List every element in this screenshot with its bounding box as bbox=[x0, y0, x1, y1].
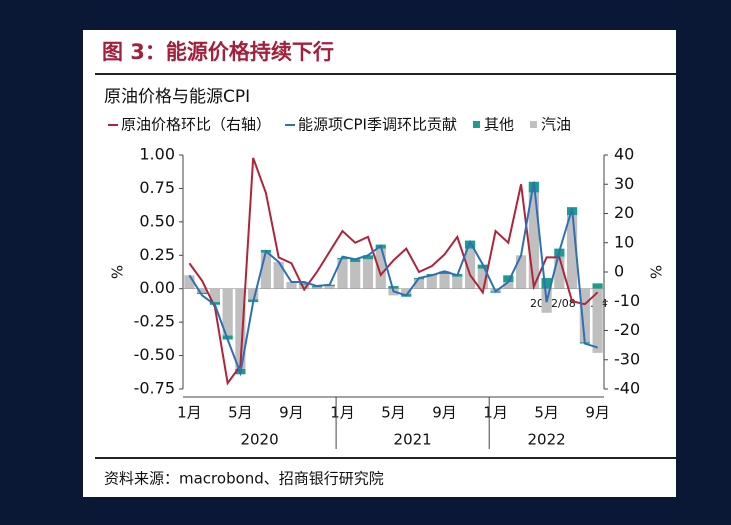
x-group-label: 2021 bbox=[394, 431, 432, 449]
bar bbox=[452, 276, 463, 289]
legend-label: 能源项CPI季调环比贡献 bbox=[298, 116, 457, 134]
bar bbox=[541, 278, 552, 289]
y-tick-label: 1.00 bbox=[139, 145, 175, 164]
line bbox=[188, 181, 598, 377]
bar bbox=[286, 282, 297, 289]
y2-tick-label: -10 bbox=[614, 291, 640, 310]
y-axis-label: % bbox=[108, 265, 126, 279]
x-tick-label: 9月 bbox=[432, 404, 457, 422]
subtitle: 原油价格与能源CPI bbox=[104, 87, 250, 107]
bar bbox=[528, 192, 539, 289]
bar bbox=[515, 255, 527, 289]
bar bbox=[311, 287, 323, 289]
legend-swatch bbox=[529, 121, 537, 128]
legend-swatch bbox=[472, 121, 480, 128]
y2-tick-label: 0 bbox=[614, 262, 624, 281]
legend-label: 汽油 bbox=[541, 116, 571, 134]
bar bbox=[248, 288, 259, 300]
bar bbox=[362, 259, 374, 289]
bar bbox=[350, 261, 361, 289]
bar bbox=[592, 288, 603, 353]
x-tick-label: 9月 bbox=[585, 404, 610, 422]
bar bbox=[235, 288, 246, 369]
y-tick-label: 0.25 bbox=[139, 245, 175, 264]
y2-tick-label: 30 bbox=[614, 174, 634, 193]
legend-label: 其他 bbox=[484, 116, 514, 134]
y2-tick-label: 20 bbox=[614, 203, 634, 222]
y-tick-label: -0.25 bbox=[134, 312, 175, 331]
bar bbox=[503, 275, 514, 283]
x-group-label: 2020 bbox=[240, 431, 278, 449]
bar bbox=[362, 255, 374, 260]
bar bbox=[209, 302, 220, 305]
bar bbox=[401, 288, 412, 295]
x-group-label: 2022 bbox=[527, 431, 565, 449]
y2-tick-label: -30 bbox=[614, 349, 640, 368]
y-tick-label: 0.75 bbox=[139, 178, 175, 197]
bar bbox=[209, 288, 220, 303]
bar bbox=[324, 286, 335, 289]
bar bbox=[439, 274, 450, 289]
y2-tick-label: 40 bbox=[614, 145, 634, 164]
bar bbox=[554, 256, 565, 289]
legend-label: 原油价格环比（右轴） bbox=[121, 116, 271, 134]
bar bbox=[299, 283, 310, 285]
x-tick-label: 1月 bbox=[483, 404, 508, 422]
x-tick-label: 5月 bbox=[381, 404, 406, 422]
source: 资料来源：macrobond、招商银行研究院 bbox=[104, 470, 384, 488]
bar bbox=[260, 252, 272, 289]
x-tick-label: 1月 bbox=[177, 404, 202, 422]
bar bbox=[197, 292, 208, 295]
bar bbox=[350, 259, 361, 262]
bar bbox=[567, 215, 578, 289]
bar bbox=[375, 248, 386, 289]
bar bbox=[439, 271, 450, 275]
y2-axis-label: % bbox=[647, 265, 665, 279]
bar bbox=[503, 282, 514, 289]
line bbox=[188, 157, 599, 386]
bar bbox=[579, 288, 590, 343]
bar bbox=[184, 275, 195, 289]
y2-tick-label: 10 bbox=[614, 232, 634, 251]
bar bbox=[197, 288, 208, 293]
bar bbox=[464, 248, 476, 289]
y-tick-label: -0.75 bbox=[134, 379, 175, 398]
y2-tick-label: -40 bbox=[614, 379, 640, 398]
bar bbox=[388, 286, 399, 289]
bar bbox=[592, 283, 603, 289]
bar bbox=[477, 268, 488, 289]
chart-title: 图 3：能源价格持续下行 bbox=[102, 40, 334, 64]
y-tick-label: -0.50 bbox=[134, 345, 175, 364]
bar bbox=[273, 261, 284, 289]
x-tick-label: 5月 bbox=[534, 404, 559, 422]
bar bbox=[413, 279, 425, 289]
y-tick-label: 0.00 bbox=[139, 278, 175, 297]
y2-tick-label: -20 bbox=[614, 320, 640, 339]
bar bbox=[337, 259, 348, 289]
bar bbox=[426, 275, 437, 289]
x-tick-label: 9月 bbox=[279, 404, 304, 422]
x-tick-label: 5月 bbox=[228, 404, 253, 422]
x-tick-label: 1月 bbox=[330, 404, 355, 422]
y-tick-label: 0.50 bbox=[139, 211, 175, 230]
bar bbox=[222, 288, 233, 336]
bar bbox=[299, 284, 310, 289]
